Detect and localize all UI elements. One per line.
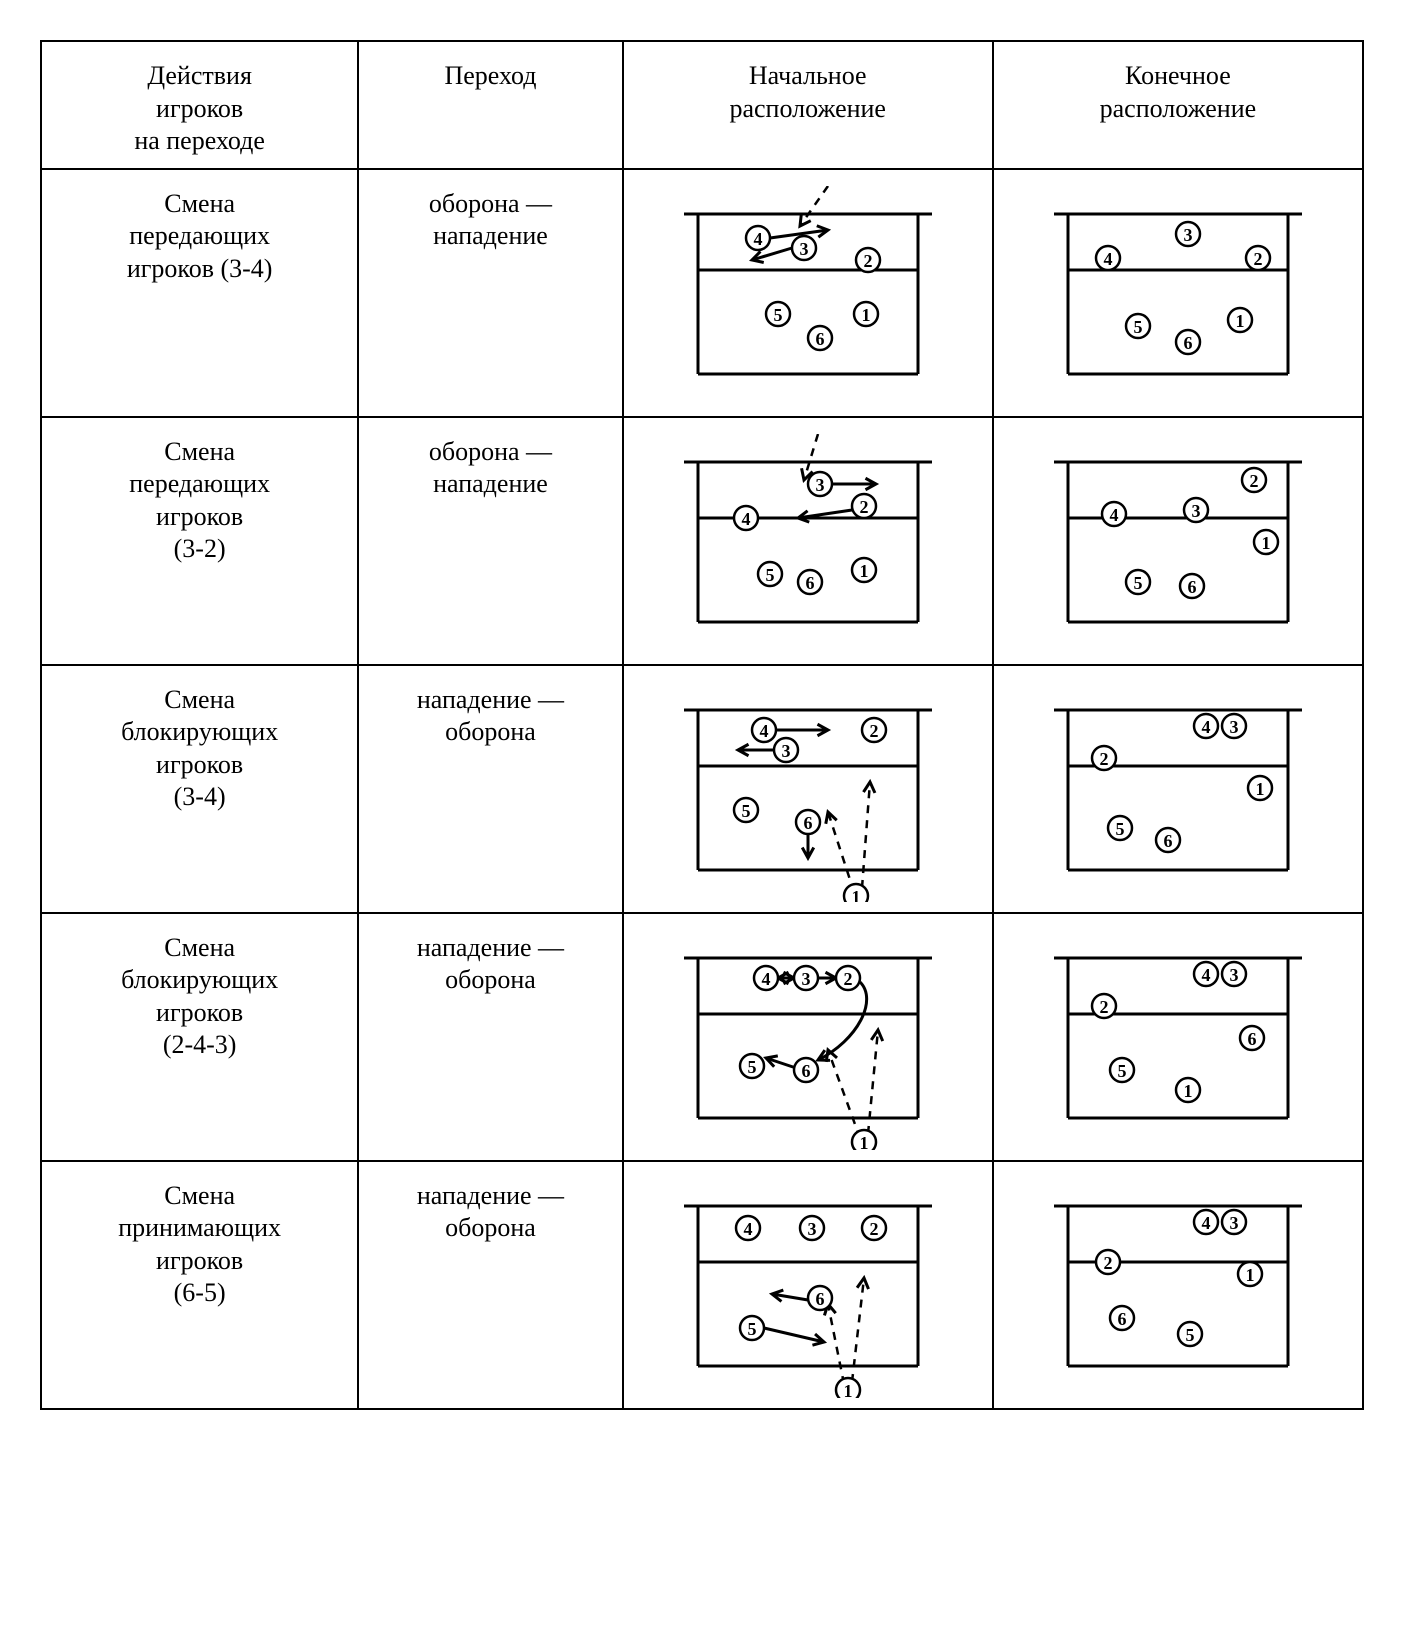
svg-text:6: 6 [815,329,824,349]
svg-text:1: 1 [851,887,860,902]
actions-cell: Сменаблокирующихигроков(2-4-3) [41,913,358,1161]
svg-text:4: 4 [761,969,770,989]
actions-cell: Сменаблокирующихигроков(3-4) [41,665,358,913]
svg-text:2: 2 [843,969,852,989]
svg-text:3: 3 [807,1219,816,1239]
svg-text:6: 6 [1117,1309,1126,1329]
svg-text:2: 2 [863,251,872,271]
svg-text:4: 4 [753,229,762,249]
svg-text:2: 2 [1103,1253,1112,1273]
svg-text:2: 2 [1099,997,1108,1017]
table-row: Сменаблокирующихигроков(2-4-3)нападение … [41,913,1363,1161]
table-row: Сменаблокирующихигроков(3-4)нападение —о… [41,665,1363,913]
svg-text:3: 3 [815,475,824,495]
transition-cell: нападение —оборона [358,665,622,913]
svg-text:5: 5 [1133,317,1142,337]
initial-diagram-cell: 4 3 2 6 5 1 [623,1161,993,1409]
svg-text:2: 2 [869,721,878,741]
initial-diagram-cell: 3 2 4 5 6 1 [623,417,993,665]
svg-text:6: 6 [1187,577,1196,597]
svg-text:6: 6 [1163,831,1172,851]
header-transition: Переход [358,41,622,169]
svg-text:6: 6 [815,1289,824,1309]
final-diagram-cell: 43 2 1 6 5 [993,1161,1363,1409]
initial-diagram-cell: 4 3 2 5 6 1 [623,169,993,417]
actions-cell: Сменапередающихигроков (3-4) [41,169,358,417]
svg-text:3: 3 [781,741,790,761]
svg-text:5: 5 [747,1057,756,1077]
svg-text:1: 1 [861,305,870,325]
svg-text:4: 4 [1201,965,1210,985]
initial-diagram-cell: 43 2 5 6 1 [623,665,993,913]
header-initial: Начальноерасположение [623,41,993,169]
table-row: Сменапринимающихигроков(6-5)нападение —о… [41,1161,1363,1409]
svg-text:1: 1 [1261,533,1270,553]
actions-cell: Сменапринимающихигроков(6-5) [41,1161,358,1409]
transition-cell: нападение —оборона [358,1161,622,1409]
final-diagram-cell: 43 2 1 5 6 [993,665,1363,913]
svg-text:4: 4 [743,1219,752,1239]
transition-cell: оборона —нападение [358,169,622,417]
svg-text:6: 6 [1183,333,1192,353]
svg-text:2: 2 [1099,749,1108,769]
svg-text:3: 3 [799,239,808,259]
svg-text:6: 6 [805,573,814,593]
transition-cell: оборона —нападение [358,417,622,665]
svg-text:5: 5 [1117,1061,1126,1081]
svg-text:1: 1 [859,1133,868,1150]
final-diagram-cell: 43 2 6 5 1 [993,913,1363,1161]
svg-text:1: 1 [1255,779,1264,799]
svg-text:1: 1 [843,1381,852,1398]
svg-text:2: 2 [1253,249,1262,269]
transition-cell: нападение —оборона [358,913,622,1161]
svg-text:5: 5 [1115,819,1124,839]
svg-text:4: 4 [759,721,768,741]
initial-diagram-cell: 4 3 2 5 6 1 [623,913,993,1161]
svg-text:4: 4 [1103,249,1112,269]
svg-text:4: 4 [1201,1213,1210,1233]
svg-text:6: 6 [1247,1029,1256,1049]
svg-text:1: 1 [1183,1081,1192,1101]
final-diagram-cell: 2 4 3 1 5 6 [993,417,1363,665]
svg-text:1: 1 [859,561,868,581]
actions-cell: Сменапередающихигроков(3-2) [41,417,358,665]
table-row: Сменапередающихигроков(3-2)оборона —напа… [41,417,1363,665]
svg-text:3: 3 [1229,965,1238,985]
table-row: Сменапередающихигроков (3-4)оборона —нап… [41,169,1363,417]
svg-text:3: 3 [801,969,810,989]
svg-text:5: 5 [765,565,774,585]
table-header-row: Действияигроковна переходе Переход Начал… [41,41,1363,169]
svg-text:5: 5 [1185,1325,1194,1345]
svg-text:2: 2 [869,1219,878,1239]
header-actions: Действияигроковна переходе [41,41,358,169]
svg-text:5: 5 [1133,573,1142,593]
svg-text:3: 3 [1183,225,1192,245]
header-final: Конечноерасположение [993,41,1363,169]
svg-text:5: 5 [773,305,782,325]
svg-text:3: 3 [1191,501,1200,521]
transitions-table: Действияигроковна переходе Переход Начал… [40,40,1364,1410]
svg-text:5: 5 [747,1319,756,1339]
svg-text:2: 2 [1249,471,1258,491]
svg-text:4: 4 [741,509,750,529]
svg-text:1: 1 [1245,1265,1254,1285]
svg-text:4: 4 [1201,717,1210,737]
svg-text:2: 2 [859,497,868,517]
svg-text:3: 3 [1229,1213,1238,1233]
svg-text:6: 6 [801,1061,810,1081]
svg-text:4: 4 [1109,505,1118,525]
svg-text:5: 5 [741,801,750,821]
svg-text:6: 6 [803,813,812,833]
svg-text:3: 3 [1229,717,1238,737]
svg-text:1: 1 [1235,311,1244,331]
final-diagram-cell: 3 4 2 5 6 1 [993,169,1363,417]
